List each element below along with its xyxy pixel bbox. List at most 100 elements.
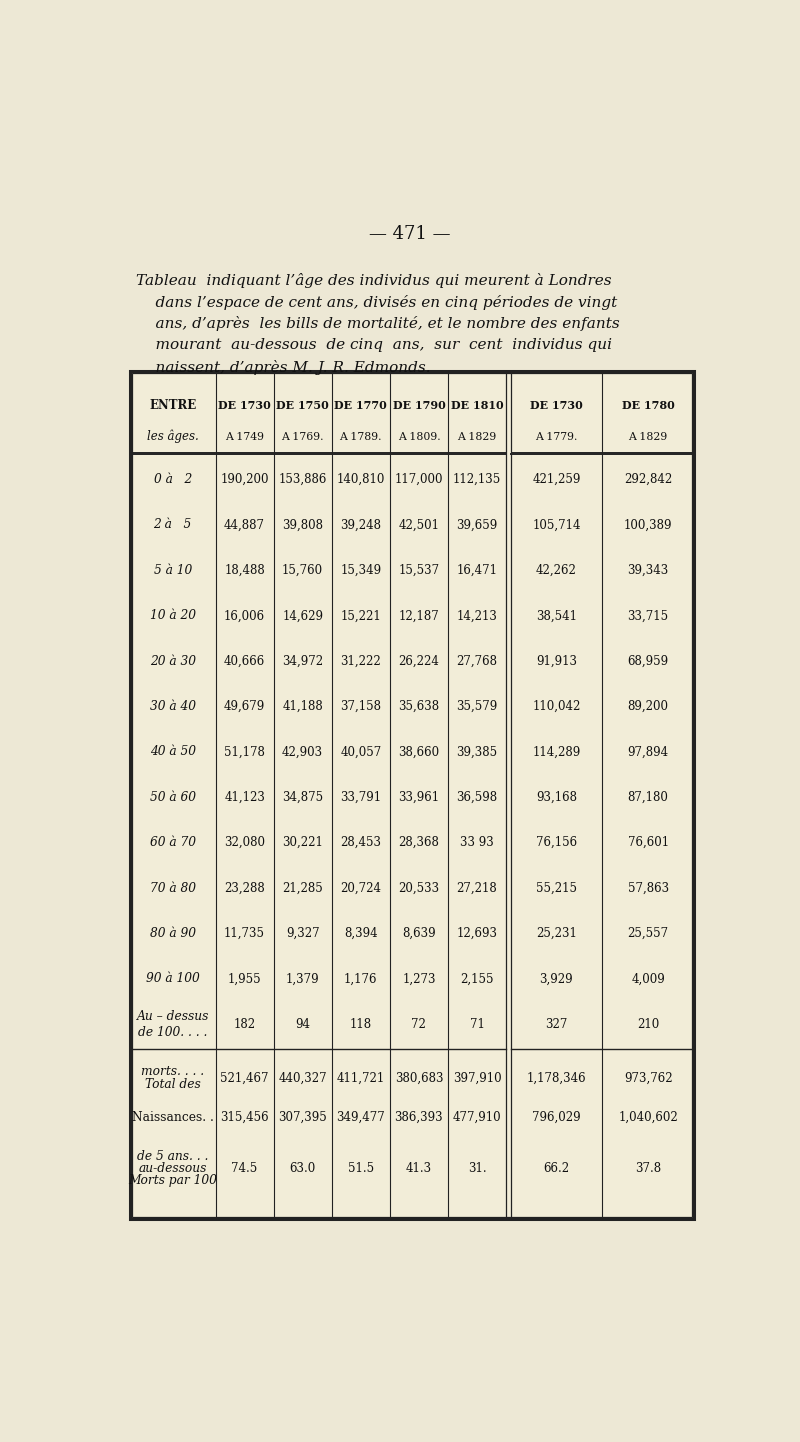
- Text: 1,379: 1,379: [286, 972, 319, 985]
- Text: 37.8: 37.8: [635, 1162, 661, 1175]
- Text: 80 à 90: 80 à 90: [150, 927, 196, 940]
- Text: 10 à 20: 10 à 20: [150, 610, 196, 623]
- Text: 105,714: 105,714: [532, 519, 581, 532]
- Text: 89,200: 89,200: [628, 699, 669, 712]
- Text: 41.3: 41.3: [406, 1162, 432, 1175]
- Text: 76,601: 76,601: [627, 836, 669, 849]
- Text: 9,327: 9,327: [286, 927, 319, 940]
- Text: 39,343: 39,343: [627, 564, 669, 577]
- Text: 74.5: 74.5: [231, 1162, 258, 1175]
- Text: de 5 ans. . .: de 5 ans. . .: [137, 1149, 208, 1162]
- Text: 307,395: 307,395: [278, 1110, 327, 1125]
- Text: 72: 72: [411, 1018, 426, 1031]
- Text: 2,155: 2,155: [460, 972, 494, 985]
- Text: 182: 182: [234, 1018, 256, 1031]
- Text: Tableau  indiquant l’âge des individus qui meurent à Londres: Tableau indiquant l’âge des individus qu…: [136, 273, 611, 288]
- Text: 14,213: 14,213: [457, 610, 498, 623]
- Text: 114,289: 114,289: [532, 746, 581, 758]
- Text: 421,259: 421,259: [532, 473, 581, 486]
- Text: 20 à 30: 20 à 30: [150, 655, 196, 668]
- Text: 31,222: 31,222: [341, 655, 381, 668]
- Text: 35,579: 35,579: [457, 699, 498, 712]
- Text: 315,456: 315,456: [220, 1110, 269, 1125]
- Text: 1,040,602: 1,040,602: [618, 1110, 678, 1125]
- Text: 87,180: 87,180: [628, 790, 669, 803]
- Text: 33 93: 33 93: [460, 836, 494, 849]
- Text: 1,178,346: 1,178,346: [526, 1071, 586, 1084]
- Text: A 1779.: A 1779.: [535, 431, 578, 441]
- Text: 15,537: 15,537: [398, 564, 439, 577]
- Text: 292,842: 292,842: [624, 473, 672, 486]
- Text: 0 à   2: 0 à 2: [154, 473, 192, 486]
- Text: 40 à 50: 40 à 50: [150, 746, 196, 758]
- Text: 15,221: 15,221: [341, 610, 381, 623]
- Text: 20,724: 20,724: [340, 881, 382, 894]
- Text: 28,368: 28,368: [398, 836, 439, 849]
- Text: ENTRE: ENTRE: [149, 399, 196, 412]
- Text: 90 à 100: 90 à 100: [146, 972, 199, 985]
- Text: 5 à 10: 5 à 10: [154, 564, 192, 577]
- Text: 42,262: 42,262: [536, 564, 577, 577]
- Text: 1,176: 1,176: [344, 972, 378, 985]
- Text: DE 1730: DE 1730: [218, 399, 271, 411]
- Text: 1,955: 1,955: [228, 972, 262, 985]
- Text: 12,693: 12,693: [457, 927, 498, 940]
- Text: de 100. . . .: de 100. . . .: [138, 1027, 207, 1040]
- Text: A 1829: A 1829: [458, 431, 497, 441]
- Text: 117,000: 117,000: [394, 473, 443, 486]
- Text: 11,735: 11,735: [224, 927, 265, 940]
- Text: 190,200: 190,200: [220, 473, 269, 486]
- Text: 16,471: 16,471: [457, 564, 498, 577]
- Text: 39,385: 39,385: [457, 746, 498, 758]
- Text: A 1749: A 1749: [225, 431, 264, 441]
- Text: 15,760: 15,760: [282, 564, 323, 577]
- Text: les âges.: les âges.: [146, 430, 198, 443]
- Text: — 471 —: — 471 —: [370, 225, 450, 244]
- Text: 38,660: 38,660: [398, 746, 439, 758]
- Text: 8,639: 8,639: [402, 927, 436, 940]
- Text: 1,273: 1,273: [402, 972, 436, 985]
- Text: 63.0: 63.0: [290, 1162, 316, 1175]
- Text: 210: 210: [637, 1018, 659, 1031]
- Text: 27,218: 27,218: [457, 881, 498, 894]
- Text: DE 1790: DE 1790: [393, 399, 446, 411]
- Bar: [132, 373, 692, 1217]
- Text: 51.5: 51.5: [348, 1162, 374, 1175]
- Text: 20,533: 20,533: [398, 881, 439, 894]
- Text: 37,158: 37,158: [340, 699, 382, 712]
- Text: naissent, d’après M. J. R. Edmonds.: naissent, d’après M. J. R. Edmonds.: [136, 359, 430, 375]
- Text: Au – dessus: Au – dessus: [137, 1009, 209, 1022]
- Text: 60 à 70: 60 à 70: [150, 836, 196, 849]
- Text: 94: 94: [295, 1018, 310, 1031]
- Text: 25,557: 25,557: [627, 927, 669, 940]
- Bar: [130, 371, 694, 1218]
- Text: Total des: Total des: [145, 1077, 201, 1090]
- Text: Morts par 100: Morts par 100: [128, 1174, 217, 1187]
- Text: 23,288: 23,288: [224, 881, 265, 894]
- Text: ans, d’après  les bills de mortalité, et le nombre des enfants: ans, d’après les bills de mortalité, et …: [136, 316, 620, 332]
- Text: 12,187: 12,187: [398, 610, 439, 623]
- Text: 91,913: 91,913: [536, 655, 577, 668]
- Text: 27,768: 27,768: [457, 655, 498, 668]
- Text: 477,910: 477,910: [453, 1110, 502, 1125]
- Text: 380,683: 380,683: [394, 1071, 443, 1084]
- Text: 50 à 60: 50 à 60: [150, 790, 196, 803]
- Text: A 1769.: A 1769.: [282, 431, 324, 441]
- Text: DE 1750: DE 1750: [276, 399, 329, 411]
- Text: 57,863: 57,863: [627, 881, 669, 894]
- Text: mourant  au-dessous  de cinq  ans,  sur  cent  individus qui: mourant au-dessous de cinq ans, sur cent…: [136, 337, 612, 352]
- Text: 39,659: 39,659: [457, 519, 498, 532]
- Text: 140,810: 140,810: [337, 473, 385, 486]
- Text: 18,488: 18,488: [224, 564, 265, 577]
- Text: 26,224: 26,224: [398, 655, 439, 668]
- Text: 70 à 80: 70 à 80: [150, 881, 196, 894]
- Text: 35,638: 35,638: [398, 699, 439, 712]
- Text: 41,188: 41,188: [282, 699, 323, 712]
- Text: 4,009: 4,009: [631, 972, 665, 985]
- Text: DE 1770: DE 1770: [334, 399, 387, 411]
- Text: dans l’espace de cent ans, divisés en cinq périodes de vingt: dans l’espace de cent ans, divisés en ci…: [136, 294, 618, 310]
- Text: 68,959: 68,959: [627, 655, 669, 668]
- Text: Naissances. .: Naissances. .: [132, 1110, 214, 1125]
- Text: 97,894: 97,894: [627, 746, 669, 758]
- Text: 411,721: 411,721: [337, 1071, 385, 1084]
